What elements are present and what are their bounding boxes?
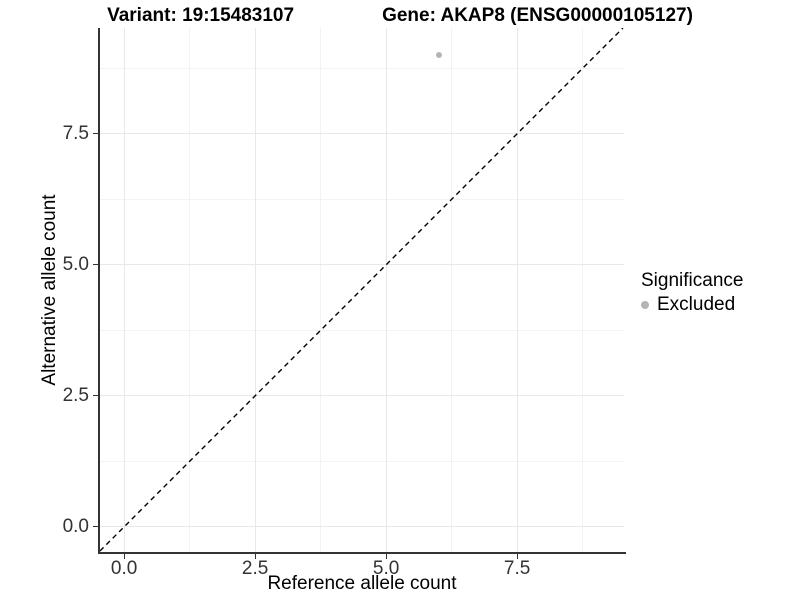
- legend: Significance Excluded: [641, 270, 743, 316]
- plot-title: Variant: 19:15483107 Gene: AKAP8 (ENSG00…: [0, 5, 800, 27]
- y-gridline-major: [100, 395, 624, 397]
- x-tick-mark: [385, 554, 387, 559]
- x-tick-label: 5.0: [372, 558, 400, 579]
- y-axis-line: [98, 28, 100, 554]
- x-tick-mark: [123, 554, 125, 559]
- x-gridline-minor: [582, 28, 584, 552]
- data-point: [435, 52, 442, 59]
- x-axis-line: [98, 552, 626, 554]
- y-gridline-major: [100, 264, 624, 266]
- legend-title: Significance: [641, 270, 744, 291]
- y-gridline-major: [100, 133, 624, 135]
- x-tick-mark: [254, 554, 256, 559]
- x-gridline-minor: [320, 28, 322, 552]
- y-tick-mark: [93, 526, 98, 528]
- y-gridline-minor: [100, 198, 624, 200]
- x-gridline-major: [385, 28, 387, 552]
- identity-line: [100, 28, 624, 552]
- x-tick-label: 2.5: [241, 558, 269, 579]
- x-gridline-minor: [451, 28, 453, 552]
- legend-point-icon: [641, 301, 649, 309]
- y-gridline-minor: [100, 329, 624, 331]
- x-tick-label: 7.5: [503, 558, 531, 579]
- y-tick-mark: [93, 264, 98, 266]
- x-gridline-major: [123, 28, 125, 552]
- y-tick-label: 0.0: [62, 515, 89, 537]
- identity-line-layer: [100, 28, 624, 552]
- x-tick-mark: [516, 554, 518, 559]
- plot-title-gene: Gene: AKAP8 (ENSG00000105127): [382, 5, 693, 26]
- legend-item-label: Excluded: [657, 294, 736, 315]
- y-gridline-minor: [100, 460, 624, 462]
- y-axis-title: Alternative allele count: [39, 194, 60, 386]
- legend-item-excluded: Excluded: [641, 294, 743, 316]
- y-tick-label: 5.0: [62, 253, 89, 275]
- plot-panel: [100, 28, 624, 552]
- x-gridline-major: [254, 28, 256, 552]
- y-tick-mark: [93, 395, 98, 397]
- y-gridline-minor: [100, 67, 624, 69]
- y-tick-label: 2.5: [62, 384, 89, 406]
- x-tick-label: 0.0: [110, 558, 138, 579]
- y-gridline-major: [100, 526, 624, 528]
- x-gridline-major: [516, 28, 518, 552]
- y-tick-mark: [93, 133, 98, 135]
- plot-title-variant: Variant: 19:15483107: [107, 5, 295, 26]
- y-tick-label: 7.5: [62, 122, 89, 144]
- x-gridline-minor: [189, 28, 191, 552]
- x-axis-title: Reference allele count: [267, 573, 457, 594]
